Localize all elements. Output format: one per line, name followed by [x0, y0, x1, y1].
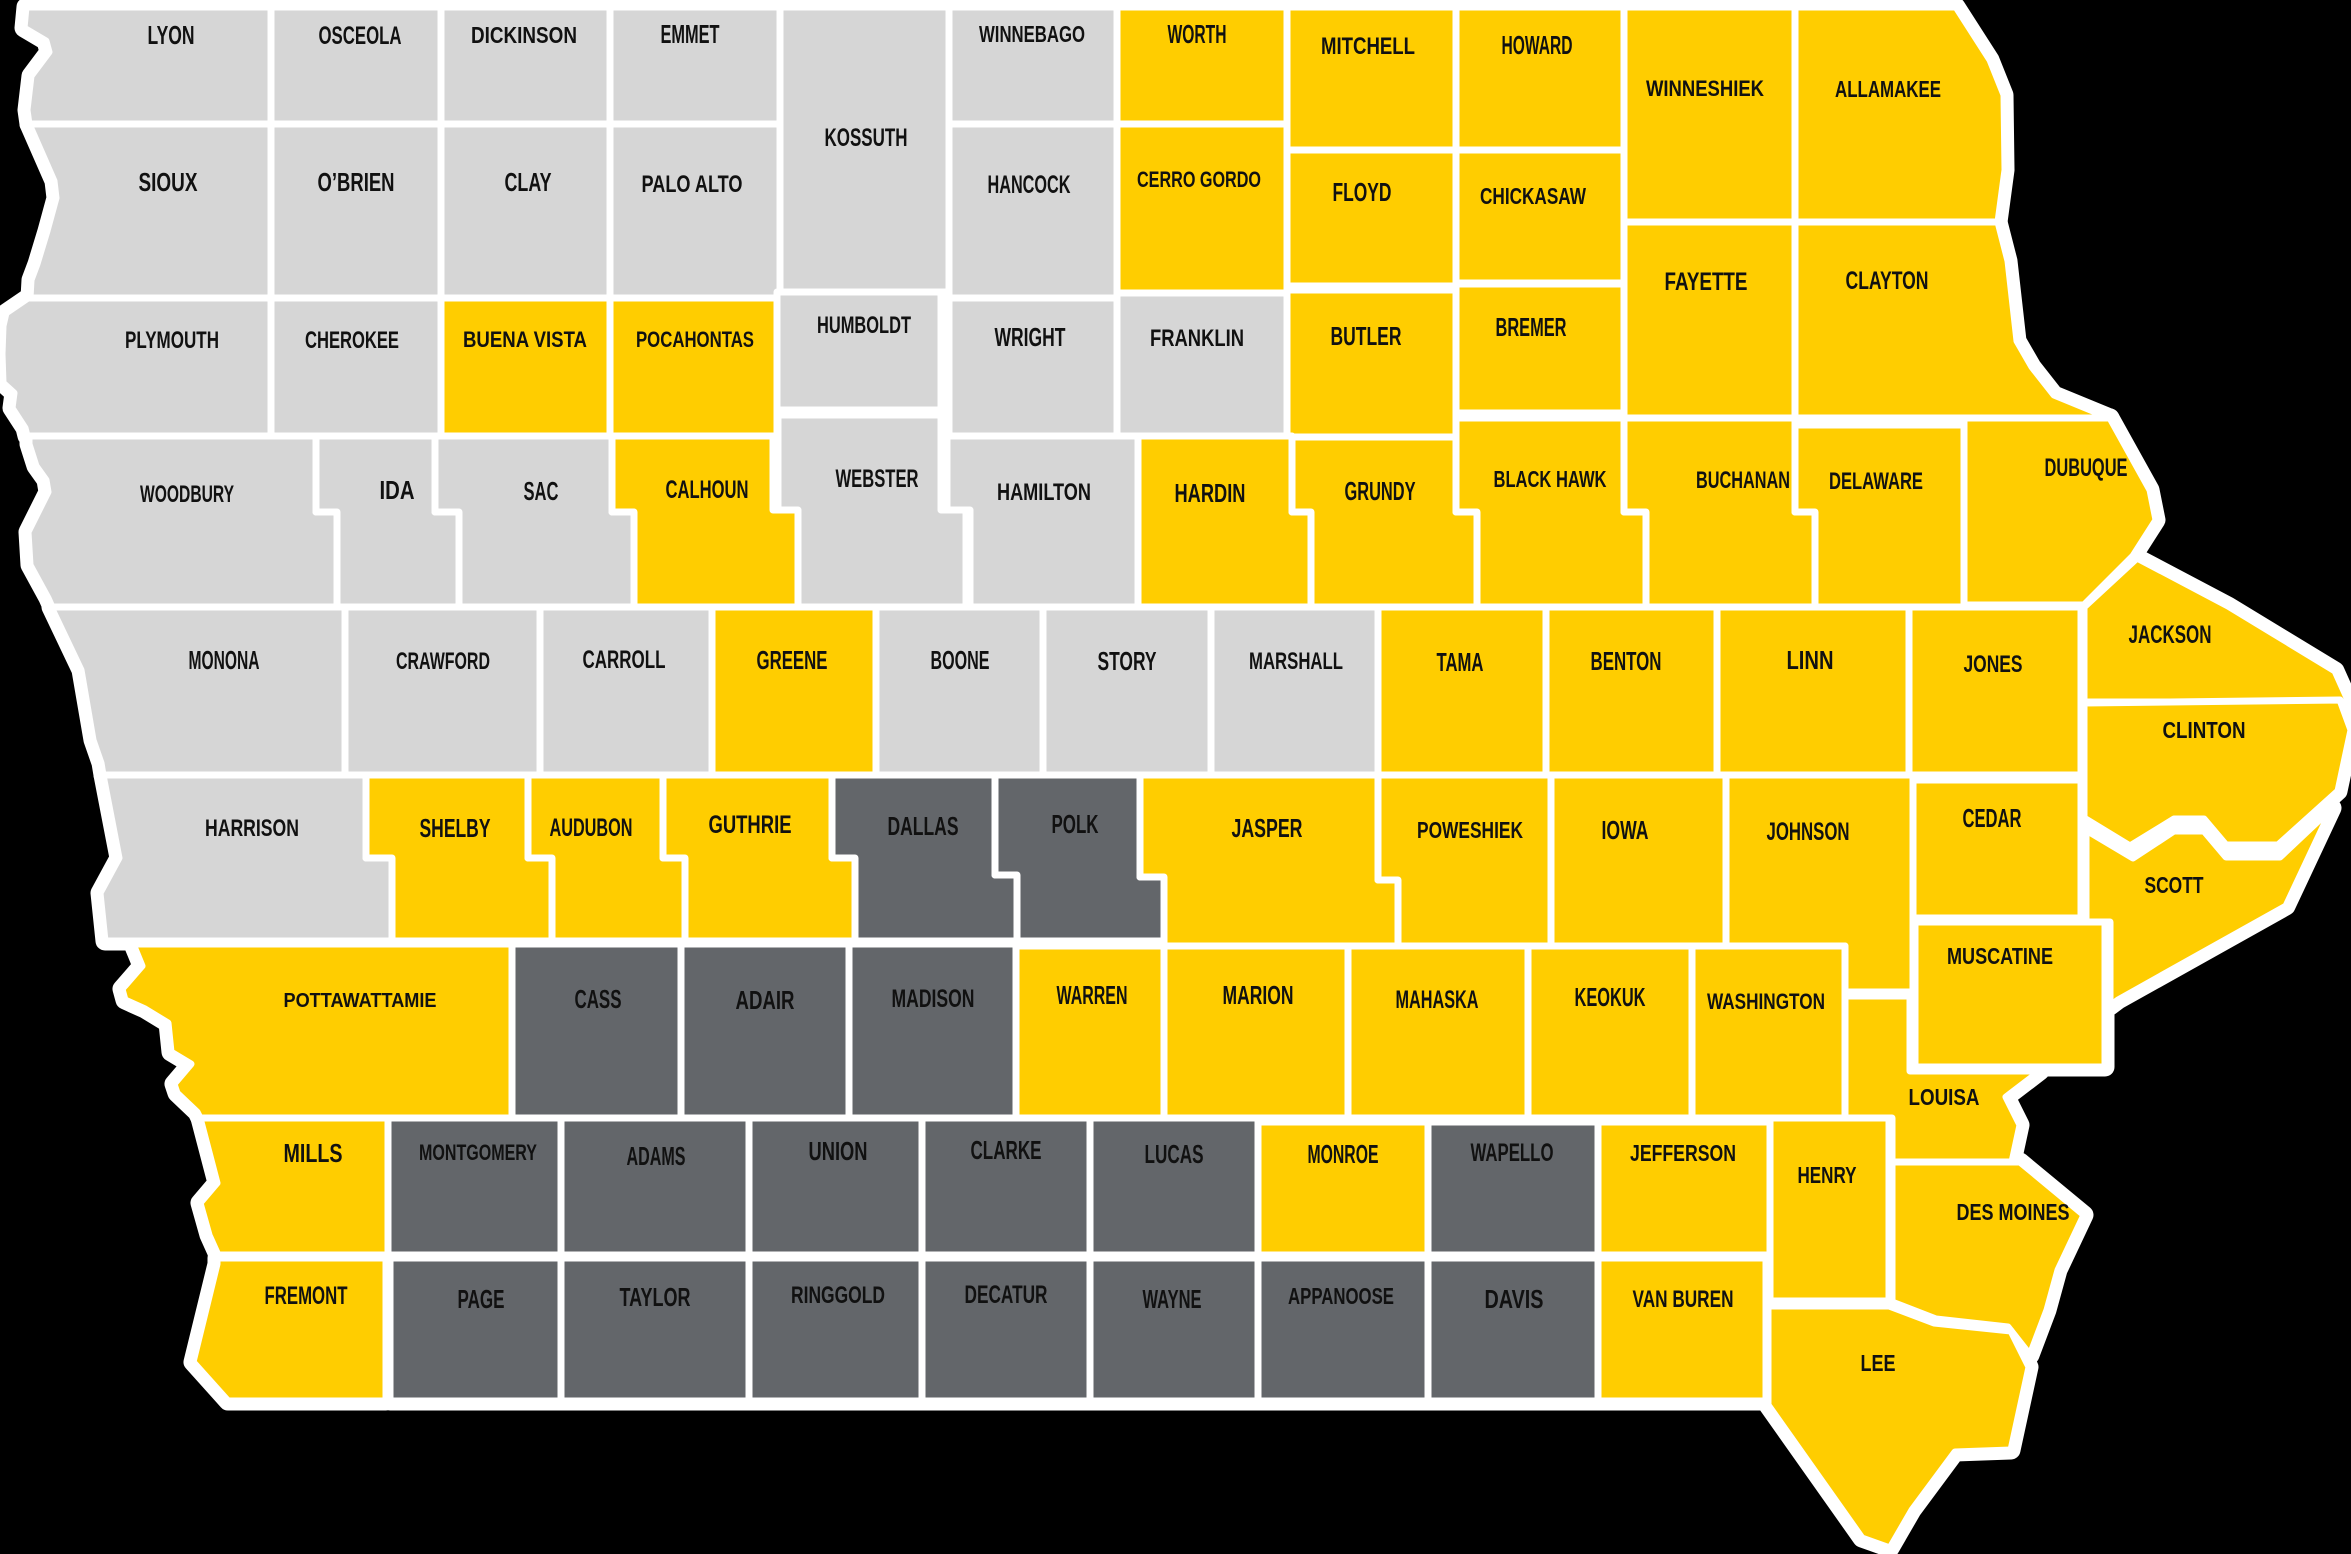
- svg-text:KOSSUTH: KOSSUTH: [825, 124, 908, 152]
- svg-text:MARION: MARION: [1223, 980, 1294, 1010]
- svg-text:DICKINSON: DICKINSON: [471, 22, 577, 48]
- svg-text:WRIGHT: WRIGHT: [995, 322, 1066, 352]
- svg-text:LYON: LYON: [148, 20, 195, 50]
- svg-text:BLACK HAWK: BLACK HAWK: [1494, 466, 1607, 492]
- svg-text:PAGE: PAGE: [458, 1284, 505, 1314]
- svg-text:LINN: LINN: [1787, 645, 1834, 675]
- svg-text:HOWARD: HOWARD: [1502, 30, 1573, 60]
- svg-text:MUSCATINE: MUSCATINE: [1947, 943, 2053, 969]
- svg-text:CARROLL: CARROLL: [583, 646, 666, 674]
- svg-text:LOUISA: LOUISA: [1909, 1084, 1980, 1110]
- svg-text:MADISON: MADISON: [892, 985, 975, 1013]
- svg-text:GREENE: GREENE: [757, 645, 828, 675]
- svg-text:CRAWFORD: CRAWFORD: [396, 648, 490, 675]
- svg-text:DALLAS: DALLAS: [888, 811, 959, 841]
- svg-text:CALHOUN: CALHOUN: [666, 476, 749, 504]
- svg-text:APPANOOSE: APPANOOSE: [1288, 1283, 1394, 1309]
- svg-text:MONONA: MONONA: [189, 645, 260, 675]
- svg-text:OSCEOLA: OSCEOLA: [319, 22, 402, 50]
- svg-text:BUCHANAN: BUCHANAN: [1696, 467, 1790, 494]
- svg-text:SHELBY: SHELBY: [420, 813, 491, 843]
- svg-text:CLAY: CLAY: [505, 167, 552, 197]
- svg-text:WAYNE: WAYNE: [1143, 1284, 1202, 1314]
- svg-text:CLARKE: CLARKE: [971, 1135, 1042, 1165]
- svg-text:BUENA VISTA: BUENA VISTA: [463, 327, 587, 352]
- svg-text:CERRO GORDO: CERRO GORDO: [1137, 167, 1261, 192]
- svg-text:BENTON: BENTON: [1591, 646, 1662, 676]
- svg-text:CLINTON: CLINTON: [2163, 717, 2246, 743]
- svg-text:MONROE: MONROE: [1308, 1139, 1379, 1169]
- svg-text:GUTHRIE: GUTHRIE: [709, 811, 792, 839]
- svg-text:DELAWARE: DELAWARE: [1829, 468, 1923, 495]
- svg-text:WASHINGTON: WASHINGTON: [1707, 989, 1825, 1014]
- svg-text:WAPELLO: WAPELLO: [1471, 1139, 1554, 1167]
- svg-text:MILLS: MILLS: [284, 1138, 343, 1168]
- svg-text:MAHASKA: MAHASKA: [1396, 986, 1479, 1014]
- svg-text:EMMET: EMMET: [661, 19, 720, 49]
- svg-text:JACKSON: JACKSON: [2129, 621, 2212, 649]
- svg-text:ADAIR: ADAIR: [736, 985, 795, 1015]
- svg-text:ADAMS: ADAMS: [627, 1141, 686, 1171]
- svg-text:FREMONT: FREMONT: [265, 1282, 348, 1310]
- svg-text:BUTLER: BUTLER: [1331, 321, 1402, 351]
- svg-text:SCOTT: SCOTT: [2145, 872, 2204, 898]
- svg-text:GRUNDY: GRUNDY: [1345, 476, 1416, 506]
- svg-text:WARREN: WARREN: [1057, 980, 1128, 1010]
- svg-text:UNION: UNION: [809, 1136, 868, 1166]
- svg-text:STORY: STORY: [1098, 646, 1157, 676]
- svg-text:DES MOINES: DES MOINES: [1957, 1199, 2070, 1225]
- svg-text:PLYMOUTH: PLYMOUTH: [125, 327, 219, 354]
- svg-text:DECATUR: DECATUR: [965, 1281, 1048, 1309]
- svg-text:CHICKASAW: CHICKASAW: [1480, 183, 1587, 209]
- svg-text:BOONE: BOONE: [931, 645, 990, 675]
- svg-text:WOODBURY: WOODBURY: [140, 481, 234, 508]
- svg-text:POCAHONTAS: POCAHONTAS: [636, 327, 754, 352]
- svg-text:AUDUBON: AUDUBON: [550, 814, 633, 842]
- svg-text:MARSHALL: MARSHALL: [1249, 648, 1343, 675]
- svg-text:CASS: CASS: [575, 984, 622, 1014]
- svg-text:HARRISON: HARRISON: [205, 815, 299, 842]
- svg-text:TAYLOR: TAYLOR: [620, 1282, 691, 1312]
- svg-text:DUBUQUE: DUBUQUE: [2045, 454, 2128, 482]
- svg-text:POWESHIEK: POWESHIEK: [1417, 817, 1523, 843]
- svg-text:RINGGOLD: RINGGOLD: [791, 1282, 885, 1309]
- svg-text:POTTAWATTAMIE: POTTAWATTAMIE: [284, 990, 437, 1012]
- svg-text:WINNESHIEK: WINNESHIEK: [1646, 76, 1765, 101]
- svg-text:JOHNSON: JOHNSON: [1767, 818, 1850, 846]
- svg-text:HENRY: HENRY: [1798, 1162, 1857, 1188]
- svg-text:WORTH: WORTH: [1168, 19, 1227, 49]
- svg-text:SIOUX: SIOUX: [139, 167, 198, 197]
- svg-text:LUCAS: LUCAS: [1145, 1139, 1204, 1169]
- svg-text:PALO ALTO: PALO ALTO: [642, 171, 743, 198]
- svg-text:HUMBOLDT: HUMBOLDT: [817, 312, 911, 339]
- svg-text:ALLAMAKEE: ALLAMAKEE: [1835, 76, 1941, 102]
- svg-text:LEE: LEE: [1861, 1350, 1896, 1376]
- svg-text:FLOYD: FLOYD: [1333, 177, 1392, 207]
- svg-text:FRANKLIN: FRANKLIN: [1150, 325, 1244, 352]
- svg-text:BREMER: BREMER: [1496, 312, 1567, 342]
- svg-text:POLK: POLK: [1052, 809, 1099, 839]
- svg-text:CLAYTON: CLAYTON: [1846, 267, 1929, 295]
- svg-text:MONTGOMERY: MONTGOMERY: [419, 1140, 537, 1165]
- svg-text:JEFFERSON: JEFFERSON: [1630, 1140, 1736, 1166]
- svg-text:KEOKUK: KEOKUK: [1575, 982, 1646, 1012]
- svg-text:JASPER: JASPER: [1232, 813, 1303, 843]
- svg-text:JONES: JONES: [1964, 651, 2023, 678]
- svg-text:SAC: SAC: [524, 476, 559, 506]
- svg-text:HANCOCK: HANCOCK: [988, 171, 1071, 199]
- svg-text:MITCHELL: MITCHELL: [1321, 33, 1415, 60]
- svg-text:IDA: IDA: [380, 475, 415, 505]
- svg-text:IOWA: IOWA: [1602, 815, 1649, 845]
- svg-text:HARDIN: HARDIN: [1175, 478, 1246, 508]
- svg-text:DAVIS: DAVIS: [1485, 1284, 1544, 1314]
- svg-text:TAMA: TAMA: [1437, 647, 1484, 677]
- svg-text:HAMILTON: HAMILTON: [997, 479, 1091, 506]
- svg-text:CEDAR: CEDAR: [1963, 803, 2022, 833]
- svg-text:FAYETTE: FAYETTE: [1665, 268, 1748, 296]
- svg-text:CHEROKEE: CHEROKEE: [305, 327, 399, 354]
- svg-text:O’BRIEN: O’BRIEN: [318, 169, 395, 197]
- svg-text:WEBSTER: WEBSTER: [836, 465, 919, 493]
- svg-text:WINNEBAGO: WINNEBAGO: [979, 21, 1085, 47]
- svg-text:VAN BUREN: VAN BUREN: [1633, 1286, 1734, 1313]
